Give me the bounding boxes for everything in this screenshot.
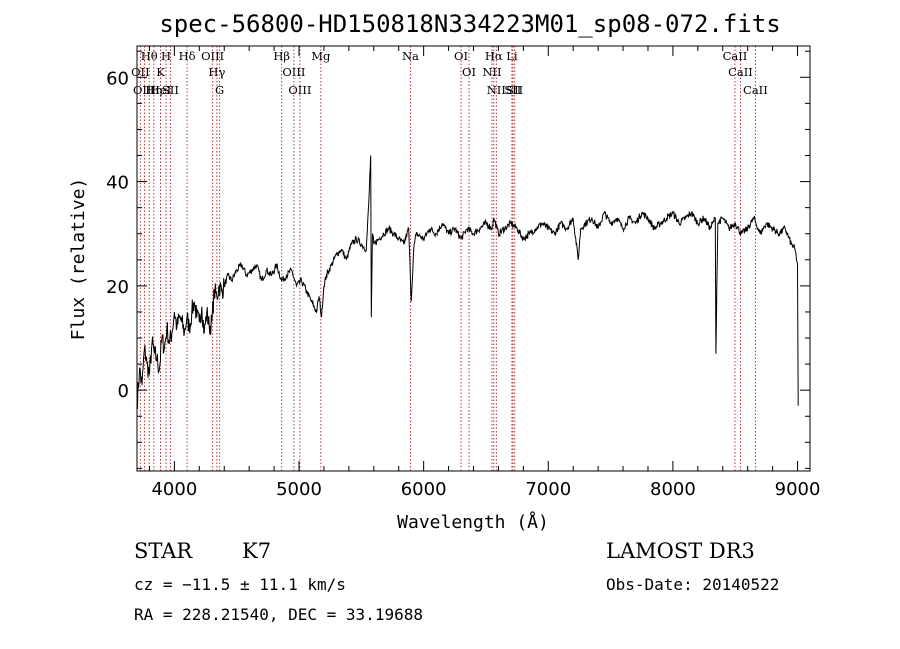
line-marker-label: Hη (145, 83, 162, 97)
x-tick-label: 6000 (401, 479, 447, 500)
x-tick-label: 7000 (525, 479, 571, 500)
x-axis-label: Wavelength (Å) (397, 511, 549, 533)
x-tick-label: 4000 (151, 479, 197, 500)
y-tick-label: 0 (118, 381, 129, 402)
line-marker-label: OI (454, 49, 468, 63)
plot-frame (136, 45, 811, 472)
line-marker-label: CaII (723, 49, 748, 63)
line-marker-label: K (156, 65, 165, 79)
y-axis-ticks: 0 20 40 60 (106, 50, 810, 469)
line-marker-label: OII (131, 65, 150, 79)
chart-title: spec-56800-HD150818N334223M01_sp08-072.f… (159, 10, 780, 38)
line-marker-label: CaII (728, 65, 753, 79)
line-marker-label: Hδ (179, 49, 196, 63)
line-marker-label: NII (482, 65, 501, 79)
x-axis-ticks: 4000 5000 6000 7000 8000 9000 (148, 46, 821, 500)
y-tick-label: 20 (106, 277, 129, 298)
survey-name: LAMOST DR3 (606, 539, 755, 563)
object-subclass: K7 (242, 539, 271, 563)
line-markers (139, 46, 756, 471)
obs-date-text: Obs-Date: 20140522 (606, 575, 779, 594)
line-marker-label: Na (402, 49, 419, 63)
line-marker-label: HeI (150, 83, 171, 97)
line-marker-label: NII (487, 83, 506, 97)
line-marker-label: Li (506, 49, 518, 63)
line-marker-label: OI (462, 65, 476, 79)
x-tick-label: 9000 (775, 479, 821, 500)
line-marker-label: SII (506, 83, 523, 97)
y-axis-label: Flux (relative) (68, 178, 89, 341)
line-marker-label: OIII (201, 49, 224, 63)
line-marker-label: H (161, 49, 171, 63)
line-marker-label: OIII (133, 83, 156, 97)
coordinates-text: RA = 228.21540, DEC = 33.19688 (134, 605, 423, 624)
line-marker-label: Hα (485, 49, 503, 63)
object-class: STAR (134, 539, 193, 563)
x-tick-label: 5000 (276, 479, 322, 500)
spectrum-line (136, 155, 799, 409)
line-marker-label: Hγ (208, 65, 225, 79)
y-tick-label: 40 (106, 173, 129, 194)
line-marker-label: Mg (311, 49, 331, 63)
line-marker-label: CaII (743, 83, 768, 97)
line-marker-label: OIII (288, 83, 311, 97)
y-tick-label: 60 (106, 68, 129, 89)
line-marker-label: G (215, 83, 224, 97)
line-marker-label: SII (162, 83, 179, 97)
line-marker-label: SII (504, 83, 521, 97)
line-marker-label: OIII (282, 65, 305, 79)
line-marker-label: Hθ (141, 49, 158, 63)
line-marker-label: Hβ (273, 49, 290, 63)
x-tick-label: 8000 (650, 479, 696, 500)
redshift-text: cz = −11.5 ± 11.1 km/s (134, 575, 346, 594)
